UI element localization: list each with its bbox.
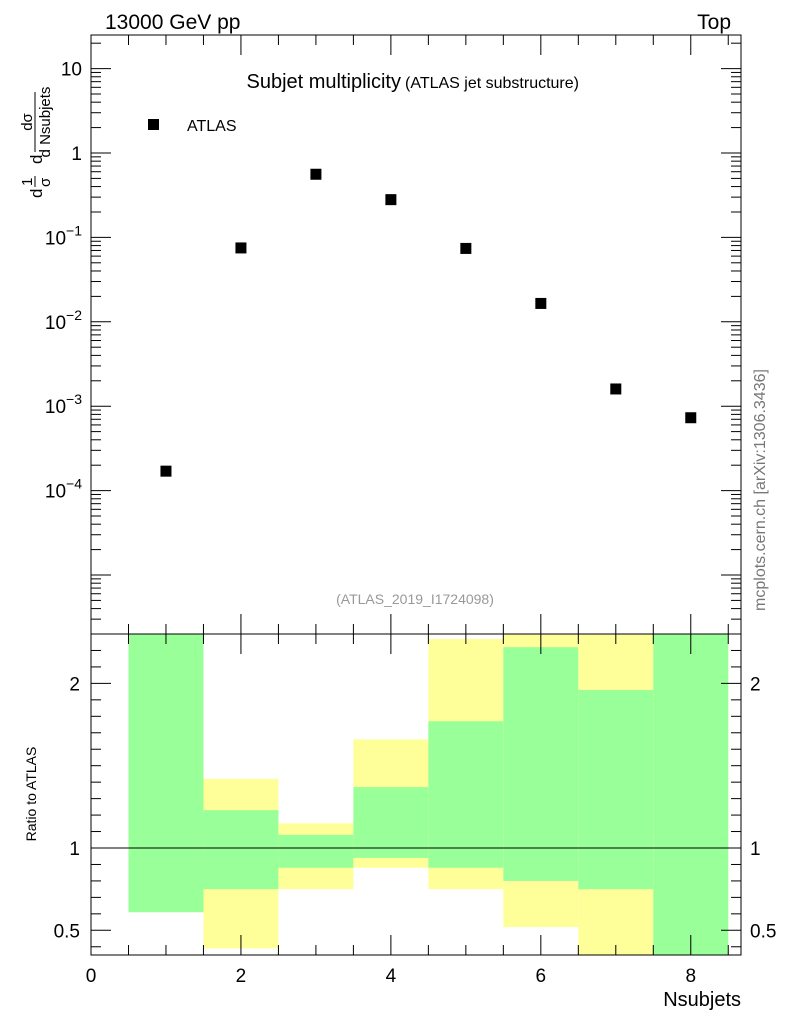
x-tick-label: 2 [236, 966, 247, 987]
data-point [310, 168, 322, 180]
data-point [685, 412, 697, 424]
uncertainty-bands [128, 634, 729, 955]
ratio-panel: 0.5 0.5 1 1 2 2 0 2 4 6 8 Ratio to ATLAS Nsubjets [23, 633, 776, 1011]
y-axis-ticks: 10 1 10−1 10−2 10−3 10−4 [45, 42, 741, 635]
ratio-y-axis-ticks: 0.5 0.5 1 1 2 2 [54, 649, 776, 948]
main-panel: Subjet multiplicity (ATLAS jet substruct… [19, 34, 742, 635]
x-axis-ticks [90, 35, 729, 634]
legend-label-atlas: ATLAS [187, 118, 237, 135]
inner-band [128, 634, 204, 913]
y-tick-label: 10 [61, 60, 82, 81]
ylabel-dnsubjets: d Nsubjets [37, 87, 54, 158]
ratio-y-tick-label-right: 0.5 [750, 921, 776, 942]
x-tick-label: 0 [86, 966, 97, 987]
ylabel-d-mid: d [27, 155, 46, 164]
ratio-x-axis-ticks: 0 2 4 6 8 [86, 634, 729, 987]
x-tick-label: 6 [536, 966, 547, 987]
legend-marker-square [148, 119, 159, 130]
main-title: Subjet multiplicity [246, 71, 401, 93]
inner-band [503, 647, 579, 881]
x-tick-label: 4 [386, 966, 397, 987]
y-tick-label: 1 [71, 144, 82, 165]
data-point [610, 383, 622, 395]
data-point [235, 242, 247, 254]
inner-band [578, 689, 654, 890]
ylabel-one: 1 [19, 178, 36, 186]
ratio-y-tick-label-left: 0.5 [54, 921, 80, 942]
y-tick-label: 10−1 [45, 222, 82, 249]
data-point [460, 242, 472, 254]
ylabel-d-left: d [27, 189, 46, 198]
y-tick-label: 10−3 [45, 391, 82, 418]
main-subtitle: (ATLAS jet substructure) [405, 75, 579, 92]
ratio-y-tick-label-right: 1 [750, 839, 761, 860]
ratio-y-label: Ratio to ATLAS [23, 747, 39, 842]
ratio-frame [90, 633, 742, 956]
inner-band [653, 634, 729, 955]
y-tick-label: 10−4 [45, 476, 82, 503]
inner-band [278, 834, 354, 868]
data-point [385, 194, 397, 206]
data-point [160, 465, 172, 477]
source-side-label: mcplots.cern.ch [arXiv:1306.3436] [752, 369, 769, 611]
x-tick-label: 8 [685, 966, 696, 987]
ratio-y-tick-label-right: 2 [750, 674, 761, 695]
energy-label: 13000 GeV pp [105, 11, 240, 34]
data-points [160, 168, 697, 477]
ratio-y-tick-label-left: 2 [69, 674, 80, 695]
y-tick-label: 10−2 [45, 307, 82, 334]
process-label: Top [697, 11, 731, 34]
ylabel-dsigma: dσ [19, 112, 36, 130]
analysis-id-label: (ATLAS_2019_I1724098) [336, 591, 494, 607]
inner-band [428, 721, 504, 868]
ratio-y-tick-label-left: 1 [69, 839, 80, 860]
x-axis-label: Nsubjets [663, 989, 741, 1011]
inner-band [353, 787, 429, 858]
main-y-label: d 1 σ d dσ d Nsubjets [19, 87, 54, 198]
ylabel-sigma: σ [37, 177, 54, 187]
inner-band [203, 810, 279, 890]
data-point [535, 297, 547, 309]
